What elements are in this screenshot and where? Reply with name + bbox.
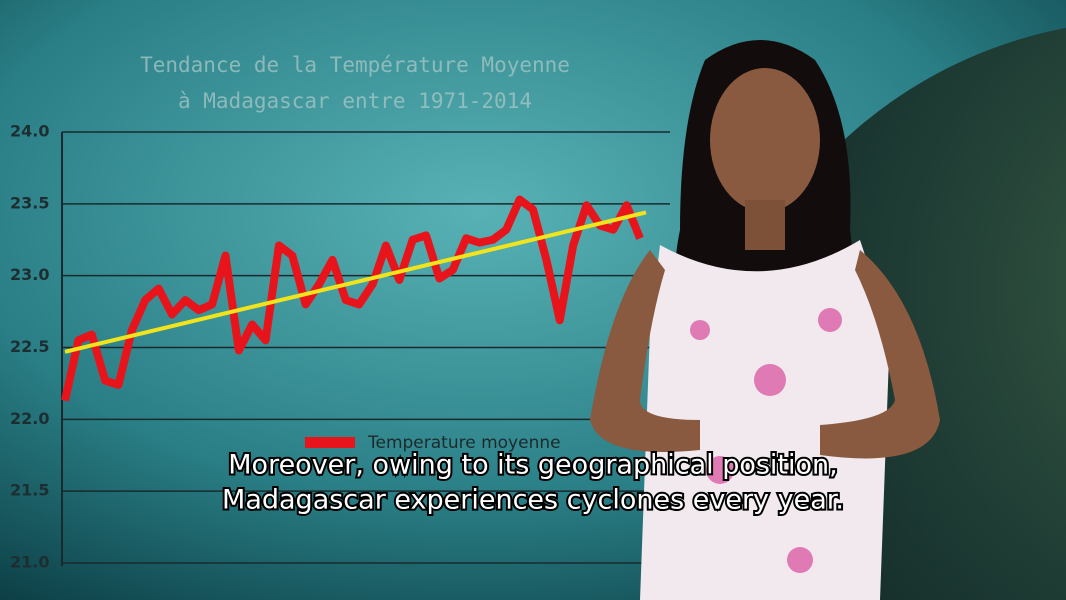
flower (706, 456, 734, 484)
chart-title-line-1: Tendance de la Température Moyenne (140, 53, 570, 77)
y-tick-label: 22.5 (10, 337, 49, 356)
flower (787, 547, 813, 573)
trend-line (64, 210, 647, 354)
subtitle-line-2: Madagascar experiences cyclones every ye… (222, 485, 844, 516)
legend-swatch (305, 437, 355, 448)
flower (818, 308, 842, 332)
y-tick-label: 21.0 (10, 553, 49, 572)
subtitles: Moreover, owing to its geographical posi… (220, 448, 846, 518)
face (710, 68, 820, 212)
y-tick-label: 24.0 (10, 122, 49, 141)
y-tick-label: 23.0 (10, 265, 49, 284)
flower (754, 364, 786, 396)
flower (690, 320, 710, 340)
chart-title-line-2: à Madagascar entre 1971-2014 (178, 89, 532, 113)
subtitle-line-1: Moreover, owing to its geographical posi… (228, 450, 837, 481)
legend-label: Temperature moyenne (367, 433, 561, 453)
presenter (590, 40, 940, 600)
y-tick-label: 22.0 (10, 409, 49, 428)
right-arm (820, 250, 940, 459)
neck (745, 200, 785, 250)
left-arm (590, 250, 700, 452)
chart: Tendance de la Température Moyenne à Mad… (10, 53, 670, 572)
y-tick-label: 21.5 (10, 481, 49, 500)
data-line (61, 195, 644, 402)
y-tick-label: 23.5 (10, 193, 49, 212)
